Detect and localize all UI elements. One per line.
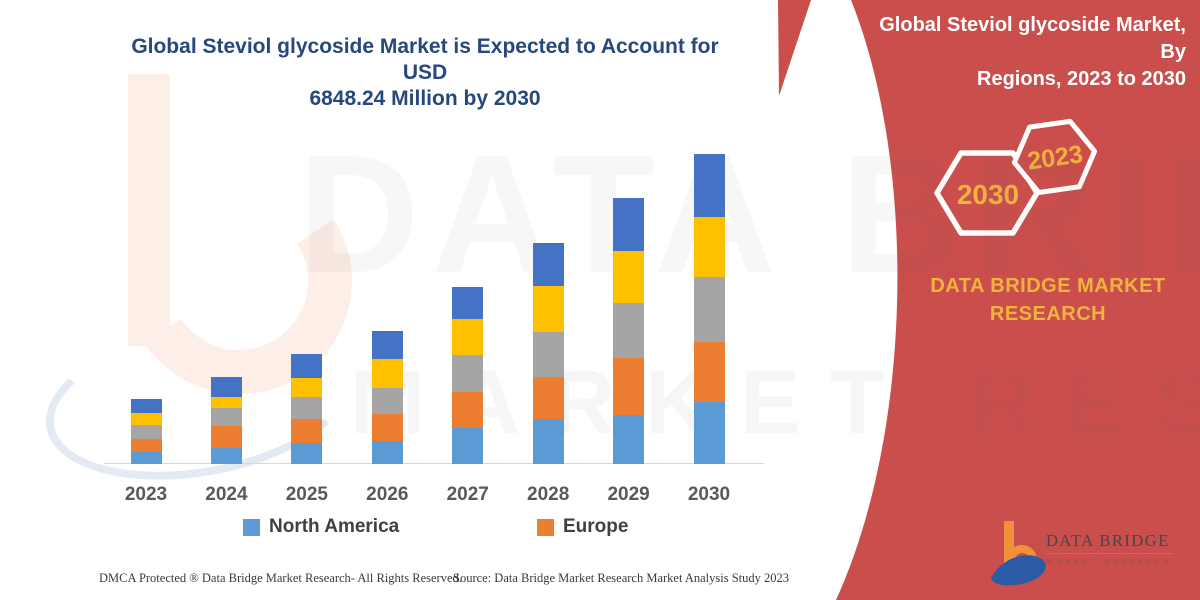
logo-subtitle: MARKET RESEARCH <box>1046 557 1173 566</box>
bar-segment-2026 <box>371 359 403 389</box>
bar-segment-2024 <box>210 408 242 427</box>
bar-segment-2027 <box>452 287 484 320</box>
bar-segment-2023 <box>130 413 162 425</box>
side-panel-title-line2: Regions, 2023 to 2030 <box>977 68 1186 90</box>
legend-swatch <box>243 518 260 536</box>
bar-segment-2029 <box>613 198 645 251</box>
x-axis-label-2028: 2028 <box>527 484 570 505</box>
brand-name-line1: DATA BRIDGE MARKET <box>930 275 1166 297</box>
bar-segment-2030 <box>693 217 725 277</box>
bar-segment-2028 <box>532 376 564 419</box>
bar-segment-2027 <box>452 355 484 392</box>
x-axis-line <box>104 463 764 464</box>
bar-segment-2028 <box>532 286 564 332</box>
source-note: Source: Data Bridge Market Research Mark… <box>453 571 790 585</box>
bar-segment-2027 <box>452 428 484 464</box>
legend-item-europe: Europe <box>537 516 628 538</box>
dmca-notice: DMCA Protected ® Data Bridge Market Rese… <box>99 571 462 585</box>
side-panel-corner-triangle <box>778 0 811 96</box>
logo-wordmark: DATA BRIDGE MARKET RESEARCH <box>1046 531 1173 566</box>
bar-segment-2025 <box>291 377 323 397</box>
bar-segment-2028 <box>532 243 564 286</box>
brand-name: DATA BRIDGE MARKET RESEARCH <box>896 272 1200 328</box>
legend-label: North America <box>269 516 400 537</box>
bar-segment-2026 <box>371 441 403 464</box>
hexagon-2030-label: 2030 <box>957 179 1019 210</box>
side-panel-title: Global Steviol glycoside Market, By Regi… <box>856 12 1186 93</box>
bar-segment-2025 <box>291 442 323 464</box>
x-axis-label-2027: 2027 <box>446 484 489 505</box>
chart-title-line1: Global Steviol glycoside Market is Expec… <box>131 35 719 84</box>
x-axis-label-2026: 2026 <box>366 484 409 505</box>
bar-segment-2026 <box>371 388 403 414</box>
bar-segment-2025 <box>291 397 323 419</box>
bar-segment-2028 <box>532 332 564 377</box>
bar-segment-2027 <box>452 392 484 428</box>
bar-segment-2029 <box>613 303 645 358</box>
bar-segment-2030 <box>693 277 725 342</box>
x-axis-label-2023: 2023 <box>124 484 168 505</box>
hexagon-2023-outline <box>1011 118 1098 195</box>
bar-segment-2026 <box>371 414 403 441</box>
x-axis-label-2025: 2025 <box>285 484 328 505</box>
bar-segment-2030 <box>693 401 725 464</box>
bar-segment-2026 <box>371 331 403 360</box>
bar-segment-2029 <box>613 358 645 415</box>
bar-segment-2025 <box>291 419 323 443</box>
bar-segment-2024 <box>210 426 242 448</box>
bar-segment-2023 <box>130 439 162 452</box>
bar-segment-2027 <box>452 319 484 356</box>
brand-name-line2: RESEARCH <box>989 303 1107 325</box>
bar-segment-2024 <box>210 448 242 464</box>
bar-segment-2030 <box>693 342 725 402</box>
bar-segment-2024 <box>210 397 242 408</box>
logo-d-swoosh <box>991 555 1046 586</box>
bar-segment-2023 <box>130 425 162 439</box>
bar-segment-2024 <box>210 376 242 397</box>
chart-title-line2: 6848.24 Million by 2030 <box>309 87 541 110</box>
bar-segment-2029 <box>613 415 645 464</box>
legend-label: Europe <box>563 516 629 537</box>
x-axis-label-2024: 2024 <box>205 484 248 505</box>
bar-segment-2028 <box>532 419 564 464</box>
chart-title: Global Steviol glycoside Market is Expec… <box>108 34 742 112</box>
side-panel-title-line1: Global Steviol glycoside Market, By <box>879 14 1186 63</box>
legend-item-north-america: North America <box>243 516 399 538</box>
bar-segment-2030 <box>693 154 725 217</box>
x-axis-label-2029: 2029 <box>607 484 650 505</box>
logo-b-stem <box>1004 521 1014 569</box>
bar-segment-2025 <box>291 354 323 378</box>
x-axis-label-2030: 2030 <box>687 484 731 505</box>
logo-name: DATA BRIDGE <box>1046 531 1173 554</box>
bar-segment-2023 <box>130 399 162 414</box>
bar-segment-2029 <box>613 251 645 304</box>
side-panel-shape <box>836 0 1200 600</box>
bar-segment-2023 <box>130 452 162 464</box>
legend-swatch <box>537 518 554 536</box>
